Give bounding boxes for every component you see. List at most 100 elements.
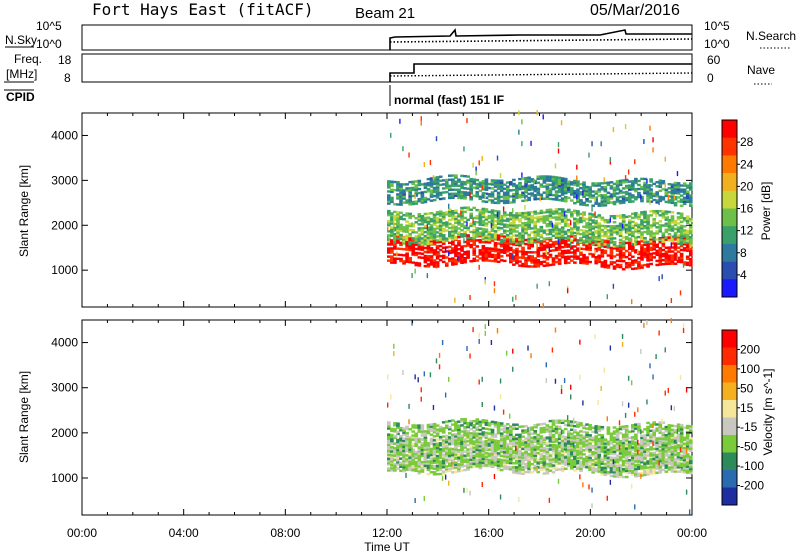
heatmap-cell xyxy=(582,254,586,256)
heatmap-cell xyxy=(652,218,656,220)
heatmap-cell xyxy=(387,374,388,379)
heatmap-cell xyxy=(677,171,678,176)
heatmap-cell xyxy=(628,252,632,254)
heatmap-cell xyxy=(457,256,458,261)
heatmap-cell xyxy=(689,236,693,238)
heatmap-cell xyxy=(570,199,574,201)
heatmap-cell xyxy=(399,212,403,214)
heatmap-cell xyxy=(479,339,480,344)
heatmap-cell xyxy=(427,273,428,278)
heatmap-cell xyxy=(643,237,647,239)
heatmap-cell xyxy=(436,358,437,363)
heatmap-cell xyxy=(500,215,501,220)
heatmap-cell xyxy=(658,220,662,222)
heatmap-cell xyxy=(649,126,650,131)
heatmap-cell xyxy=(604,260,608,262)
heatmap-cell xyxy=(585,431,589,433)
heatmap-cell xyxy=(561,208,565,210)
heatmap-cell xyxy=(393,351,394,356)
heatmap-cell xyxy=(649,263,653,265)
heatmap-cell xyxy=(579,422,583,424)
heatmap-cell xyxy=(521,247,525,249)
heatmap-cell xyxy=(576,194,577,199)
nave-trace xyxy=(390,73,692,76)
heatmap-cell xyxy=(588,153,589,158)
heatmap-cell xyxy=(472,248,476,250)
heatmap-cell xyxy=(411,215,415,217)
heatmap-cell xyxy=(436,261,440,263)
heatmap-cell xyxy=(463,488,464,493)
heatmap-cell xyxy=(549,254,553,256)
heatmap-cell xyxy=(536,284,537,289)
heatmap-cell xyxy=(597,214,601,216)
heatmap-cell xyxy=(479,160,480,165)
beam-title: Beam 21 xyxy=(355,5,415,22)
cpid-label: CPID xyxy=(6,90,35,104)
heatmap-cell xyxy=(582,482,583,487)
freq-panel-frame xyxy=(82,54,692,82)
heatmap-cell xyxy=(393,222,394,227)
heatmap-cell xyxy=(479,380,480,385)
nave-tick-bottom: 0 xyxy=(707,71,714,85)
heatmap-cell xyxy=(439,176,443,178)
cpid-text: normal (fast) 151 IF xyxy=(394,93,504,107)
heatmap-cell xyxy=(387,403,388,408)
heatmap-cell xyxy=(552,223,553,228)
heatmap-cell xyxy=(591,207,592,212)
heatmap-cell xyxy=(591,503,592,508)
heatmap-cell xyxy=(540,226,544,228)
heatmap-cell xyxy=(472,218,473,223)
heatmap-cell xyxy=(558,148,559,153)
heatmap-cell xyxy=(421,397,422,402)
heatmap-cell xyxy=(591,141,592,146)
heatmap-cell xyxy=(655,244,659,246)
heatmap-cell xyxy=(536,424,537,429)
heatmap-cell xyxy=(689,218,693,220)
heatmap-cell xyxy=(567,197,571,199)
heatmap-cell xyxy=(625,124,626,129)
heatmap-cell xyxy=(558,258,562,260)
heatmap-cell xyxy=(491,340,492,345)
heatmap-cell xyxy=(567,262,571,264)
heatmap-cell xyxy=(530,141,531,146)
heatmap-cell xyxy=(463,211,467,213)
heatmap-cell xyxy=(411,273,412,278)
heatmap-cell xyxy=(405,473,406,478)
heatmap-cell xyxy=(588,218,589,223)
heatmap-cell xyxy=(597,454,601,456)
heatmap-cell xyxy=(445,393,446,398)
heatmap-cell xyxy=(494,281,495,286)
heatmap-cell xyxy=(518,218,522,220)
heatmap-cell xyxy=(628,170,629,175)
heatmap-cell xyxy=(680,213,684,215)
heatmap-cell xyxy=(680,290,681,295)
heatmap-cell xyxy=(469,295,470,300)
heatmap-cell xyxy=(622,224,623,229)
heatmap-cell xyxy=(466,250,470,252)
heatmap-cell xyxy=(512,297,513,302)
heatmap-cell xyxy=(482,482,483,487)
noise-search-trace xyxy=(390,39,692,42)
noise-panel-frame xyxy=(82,25,692,50)
heatmap-cell xyxy=(405,432,409,434)
heatmap-cell xyxy=(564,451,565,456)
heatmap-cell xyxy=(564,378,565,383)
heatmap-cell xyxy=(460,211,461,216)
heatmap-cell xyxy=(564,428,568,430)
heatmap-cell xyxy=(518,110,519,115)
heatmap-cell xyxy=(527,197,531,199)
heatmap-cell xyxy=(576,226,580,228)
heatmap-cell xyxy=(582,453,586,455)
heatmap-cell xyxy=(485,279,486,284)
heatmap-cell xyxy=(567,209,571,211)
heatmap-cell xyxy=(655,212,656,217)
heatmap-cell xyxy=(506,185,510,187)
heatmap-cell xyxy=(604,368,605,373)
heatmap-cell xyxy=(393,227,394,232)
heatmap-cell xyxy=(454,174,458,176)
heatmap-cell xyxy=(530,471,534,473)
heatmap-cell xyxy=(561,430,562,435)
heatmap-cell xyxy=(408,419,409,424)
heatmap-cell xyxy=(430,160,431,165)
heatmap-cell xyxy=(588,424,592,426)
